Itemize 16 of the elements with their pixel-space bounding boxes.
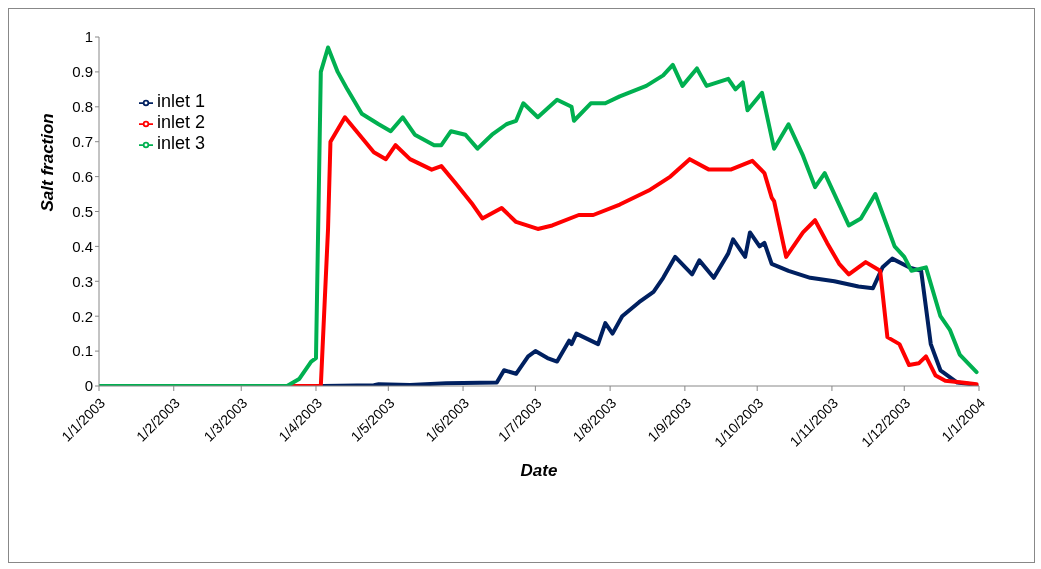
y-tick-label: 0.1 xyxy=(72,342,93,360)
y-tick-label: 0.5 xyxy=(72,202,93,220)
y-tick-label: 0.4 xyxy=(72,237,93,255)
y-tick-label: 0 xyxy=(84,377,93,395)
y-axis-title: Salt fraction xyxy=(38,113,58,212)
y-tick-label: 0.3 xyxy=(72,272,93,290)
legend-label: inlet 2 xyxy=(157,112,206,132)
y-tick-label: 1 xyxy=(84,28,93,46)
x-axis-title: Date xyxy=(520,461,558,480)
legend-label: inlet 3 xyxy=(157,133,206,153)
y-tick-label: 0.2 xyxy=(72,307,93,325)
legend-label: inlet 1 xyxy=(157,91,206,111)
y-tick-label: 0.7 xyxy=(72,133,93,151)
y-tick-label: 0.6 xyxy=(72,167,93,185)
y-tick-label: 0.8 xyxy=(72,98,93,116)
y-tick-label: 0.9 xyxy=(72,63,93,81)
